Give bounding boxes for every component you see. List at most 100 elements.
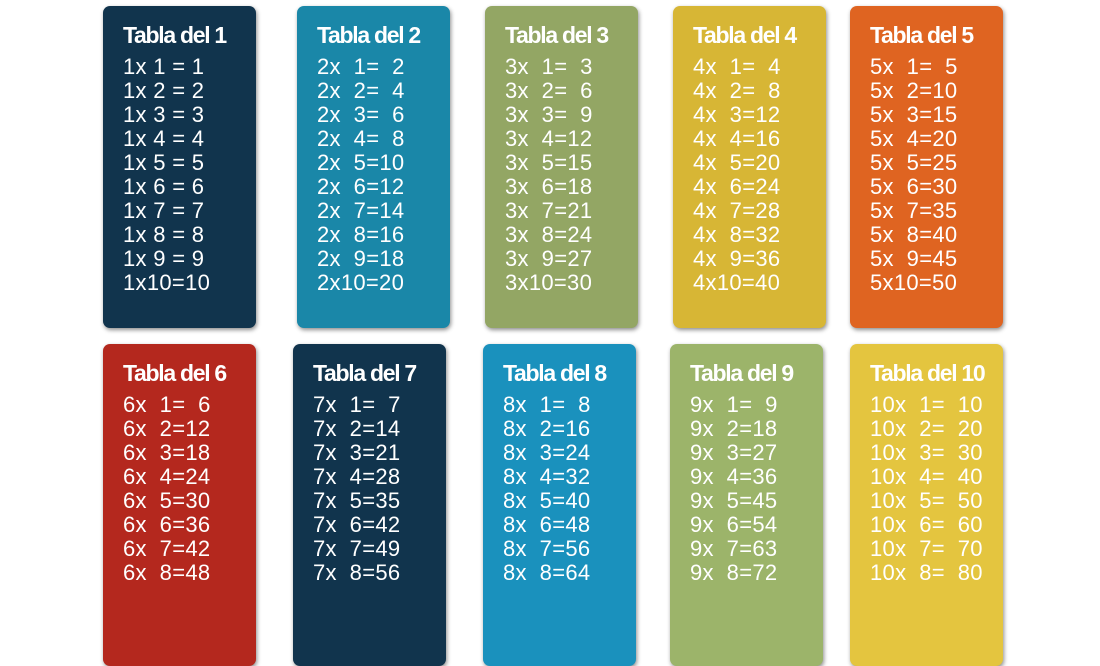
table-line: 2x 8=16: [317, 222, 405, 247]
table-line: 5x 3=15: [870, 102, 958, 127]
table-line: 7x 8=56: [313, 560, 401, 585]
table-line: 4x 5=20: [693, 150, 781, 175]
table-line: 10x 3= 30: [870, 440, 983, 465]
table-line: 1x 4 = 4: [123, 126, 205, 151]
table-card: Tabla del 9 9x 1= 9 9x 2=18 9x 3=27 9x 4=36 9…: [670, 344, 823, 666]
table-line: 9x 5=45: [690, 488, 778, 513]
table-line: 3x 3= 9: [505, 102, 593, 127]
table-line: 3x 8=24: [505, 222, 593, 247]
table-line: 9x 7=63: [690, 536, 778, 561]
table-lines: 8x 1= 8 8x 2=16 8x 3=24 8x 4=32 8x 5=40 8x 6=…: [503, 393, 591, 585]
table-line: 8x 3=24: [503, 440, 591, 465]
table-title: Tabla del 3: [505, 22, 609, 48]
table-line: 4x 7=28: [693, 198, 781, 223]
table-title: Tabla del 6: [123, 360, 227, 386]
table-line: 10x 4= 40: [870, 464, 983, 489]
table-line: 4x 8=32: [693, 222, 781, 247]
table-title: Tabla del 9: [690, 360, 794, 386]
table-line: 6x 5=30: [123, 488, 211, 513]
table-line: 8x 1= 8: [503, 392, 591, 417]
table-line: 5x10=50: [870, 270, 958, 295]
table-line: 7x 6=42: [313, 512, 401, 537]
table-line: 5x 7=35: [870, 198, 958, 223]
table-line: 1x10=10: [123, 270, 211, 295]
table-line: 3x 4=12: [505, 126, 593, 151]
table-line: 4x 1= 4: [693, 54, 781, 79]
table-line: 2x 5=10: [317, 150, 405, 175]
table-line: 2x 6=12: [317, 174, 405, 199]
table-line: 5x 6=30: [870, 174, 958, 199]
table-line: 4x 4=16: [693, 126, 781, 151]
table-line: 8x 2=16: [503, 416, 591, 441]
table-lines: 10x 1= 10 10x 2= 20 10x 3= 30 10x 4= 40 10x …: [870, 393, 983, 585]
table-line: 2x10=20: [317, 270, 405, 295]
table-line: 1x 2 = 2: [123, 78, 205, 103]
table-line: 2x 7=14: [317, 198, 405, 223]
table-line: 7x 1= 7: [313, 392, 401, 417]
table-line: 8x 7=56: [503, 536, 591, 561]
table-card: Tabla del 5 5x 1= 5 5x 2=10 5x 3=15 5x 4=20 5…: [850, 6, 1003, 328]
table-line: 9x 3=27: [690, 440, 778, 465]
table-line: 8x 5=40: [503, 488, 591, 513]
table-line: 4x10=40: [693, 270, 781, 295]
table-line: 9x 2=18: [690, 416, 778, 441]
table-line: 10x 8= 80: [870, 560, 983, 585]
table-line: 4x 2= 8: [693, 78, 781, 103]
table-card: Tabla del 4 4x 1= 4 4x 2= 8 4x 3=12 4x 4=16 4…: [673, 6, 826, 328]
table-card: Tabla del 1 1x 1 = 1 1x 2 = 2 1x 3 = 3 1x 4 …: [103, 6, 256, 328]
table-card: Tabla del 6 6x 1= 6 6x 2=12 6x 3=18 6x 4=24 6…: [103, 344, 256, 666]
table-line: 3x 5=15: [505, 150, 593, 175]
table-line: 1x 3 = 3: [123, 102, 205, 127]
table-line: 3x 2= 6: [505, 78, 593, 103]
table-lines: 9x 1= 9 9x 2=18 9x 3=27 9x 4=36 9x 5=45 9x 6=…: [690, 393, 778, 585]
table-line: 3x 1= 3: [505, 54, 593, 79]
table-line: 9x 8=72: [690, 560, 778, 585]
table-line: 2x 1= 2: [317, 54, 405, 79]
table-line: 6x 1= 6: [123, 392, 211, 417]
table-line: 9x 6=54: [690, 512, 778, 537]
table-card: Tabla del 10 10x 1= 10 10x 2= 20 10x 3= 30 1…: [850, 344, 1003, 666]
table-line: 1x 9 = 9: [123, 246, 205, 271]
table-line: 2x 4= 8: [317, 126, 405, 151]
table-title: Tabla del 2: [317, 22, 421, 48]
table-title: Tabla del 8: [503, 360, 607, 386]
table-line: 4x 6=24: [693, 174, 781, 199]
table-lines: 6x 1= 6 6x 2=12 6x 3=18 6x 4=24 6x 5=30 6x 6=…: [123, 393, 211, 585]
table-line: 5x 8=40: [870, 222, 958, 247]
table-card: Tabla del 7 7x 1= 7 7x 2=14 7x 3=21 7x 4=28 7…: [293, 344, 446, 666]
table-line: 1x 6 = 6: [123, 174, 205, 199]
table-line: 7x 4=28: [313, 464, 401, 489]
table-line: 6x 6=36: [123, 512, 211, 537]
table-line: 9x 4=36: [690, 464, 778, 489]
table-card: Tabla del 8 8x 1= 8 8x 2=16 8x 3=24 8x 4=32 8…: [483, 344, 636, 666]
table-line: 10x 5= 50: [870, 488, 983, 513]
table-line: 2x 2= 4: [317, 78, 405, 103]
table-lines: 1x 1 = 1 1x 2 = 2 1x 3 = 3 1x 4 = 4 1x 5 = 5…: [123, 55, 210, 295]
table-lines: 4x 1= 4 4x 2= 8 4x 3=12 4x 4=16 4x 5=20 4x 6=…: [693, 55, 781, 295]
table-line: 3x 7=21: [505, 198, 593, 223]
table-line: 8x 4=32: [503, 464, 591, 489]
table-line: 5x 4=20: [870, 126, 958, 151]
table-line: 3x 9=27: [505, 246, 593, 271]
table-line: 3x 6=18: [505, 174, 593, 199]
table-line: 8x 6=48: [503, 512, 591, 537]
table-line: 5x 5=25: [870, 150, 958, 175]
table-line: 7x 3=21: [313, 440, 401, 465]
table-line: 10x 1= 10: [870, 392, 983, 417]
table-title: Tabla del 1: [123, 22, 227, 48]
table-line: 2x 9=18: [317, 246, 405, 271]
table-line: 6x 2=12: [123, 416, 211, 441]
table-line: 1x 8 = 8: [123, 222, 205, 247]
table-line: 7x 5=35: [313, 488, 401, 513]
table-lines: 7x 1= 7 7x 2=14 7x 3=21 7x 4=28 7x 5=35 7x 6=…: [313, 393, 401, 585]
table-line: 1x 5 = 5: [123, 150, 205, 175]
table-line: 3x10=30: [505, 270, 593, 295]
table-line: 6x 8=48: [123, 560, 211, 585]
table-title: Tabla del 4: [693, 22, 797, 48]
table-lines: 5x 1= 5 5x 2=10 5x 3=15 5x 4=20 5x 5=25 5x 6=…: [870, 55, 958, 295]
table-line: 7x 7=49: [313, 536, 401, 561]
table-line: 4x 3=12: [693, 102, 781, 127]
table-line: 6x 3=18: [123, 440, 211, 465]
table-line: 6x 4=24: [123, 464, 211, 489]
